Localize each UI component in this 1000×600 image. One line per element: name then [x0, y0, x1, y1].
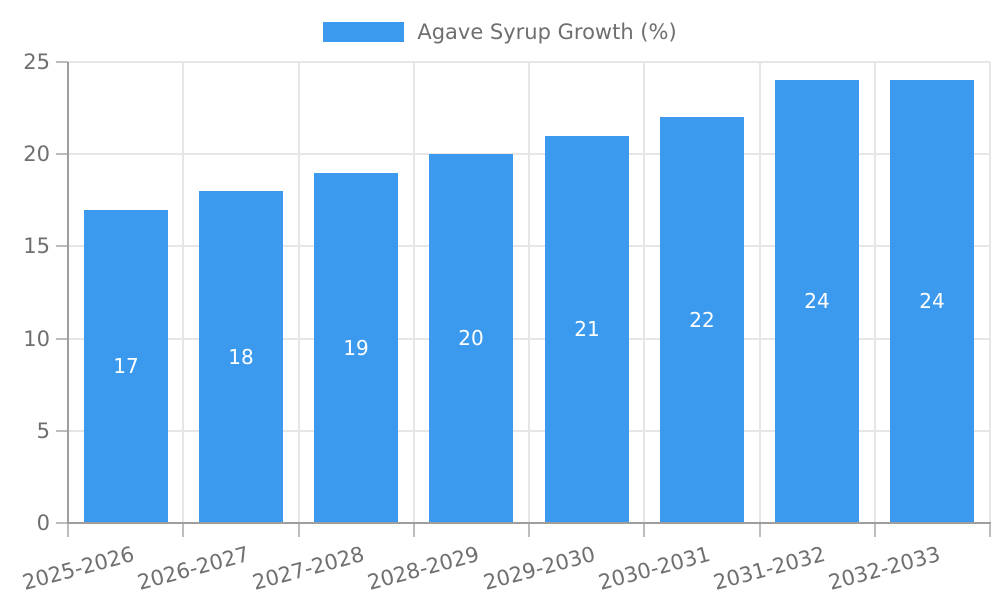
y-tick-mark — [56, 245, 68, 247]
x-gridline — [989, 62, 991, 523]
bar-2032-2033 — [890, 80, 974, 522]
x-tick-mark — [298, 524, 300, 537]
legend: Agave Syrup Growth (%) — [0, 19, 1000, 45]
bar-value-label: 20 — [458, 326, 484, 350]
x-tick-mark — [528, 524, 530, 537]
bar-2026-2027 — [199, 191, 283, 522]
x-gridline — [528, 62, 530, 523]
y-tick-label: 25 — [23, 50, 50, 74]
x-tick-mark — [759, 524, 761, 537]
bar-value-label: 22 — [689, 308, 715, 332]
x-tick-label: 2025-2026 — [19, 542, 137, 595]
x-tick-label: 2028-2029 — [364, 542, 482, 595]
legend-item[interactable]: Agave Syrup Growth (%) — [323, 19, 677, 45]
bar-2027-2028 — [314, 173, 398, 522]
bar-value-label: 17 — [113, 354, 139, 378]
x-gridline — [759, 62, 761, 523]
x-tick-mark — [182, 524, 184, 537]
bar-value-label: 21 — [574, 317, 600, 341]
x-gridline — [298, 62, 300, 523]
bar-2029-2030 — [545, 136, 629, 522]
x-gridline — [182, 62, 184, 523]
y-tick-label: 20 — [23, 142, 50, 166]
y-axis-line — [67, 62, 69, 523]
y-tick-label: 15 — [23, 234, 50, 258]
x-tick-mark — [67, 524, 69, 537]
y-tick-mark — [56, 153, 68, 155]
x-tick-label: 2029-2030 — [480, 542, 598, 595]
x-tick-label: 2027-2028 — [249, 542, 367, 595]
x-tick-mark — [643, 524, 645, 537]
x-tick-label: 2026-2027 — [134, 542, 252, 595]
legend-label: Agave Syrup Growth (%) — [417, 20, 677, 44]
legend-swatch — [323, 22, 405, 42]
y-tick-label: 10 — [23, 327, 50, 351]
bar-2028-2029 — [429, 154, 513, 522]
x-tick-mark — [413, 524, 415, 537]
x-tick-label: 2032-2033 — [825, 542, 943, 595]
bar-value-label: 24 — [919, 289, 945, 313]
x-tick-mark — [989, 524, 991, 537]
y-tick-mark — [56, 338, 68, 340]
bar-2030-2031 — [660, 117, 744, 522]
x-tick-label: 2031-2032 — [710, 542, 828, 595]
y-tick-mark — [56, 430, 68, 432]
x-tick-mark — [874, 524, 876, 537]
x-axis-line — [67, 522, 991, 524]
x-gridline — [643, 62, 645, 523]
x-gridline — [413, 62, 415, 523]
bar-value-label: 24 — [804, 289, 830, 313]
y-tick-mark — [56, 522, 68, 524]
bar-value-label: 18 — [228, 345, 254, 369]
x-gridline — [874, 62, 876, 523]
y-tick-mark — [56, 61, 68, 63]
y-tick-label: 5 — [36, 419, 50, 443]
bar-value-label: 19 — [343, 336, 369, 360]
y-tick-label: 0 — [36, 511, 50, 535]
bar-2031-2032 — [775, 80, 859, 522]
x-tick-label: 2030-2031 — [595, 542, 713, 595]
bar-2025-2026 — [84, 210, 168, 522]
